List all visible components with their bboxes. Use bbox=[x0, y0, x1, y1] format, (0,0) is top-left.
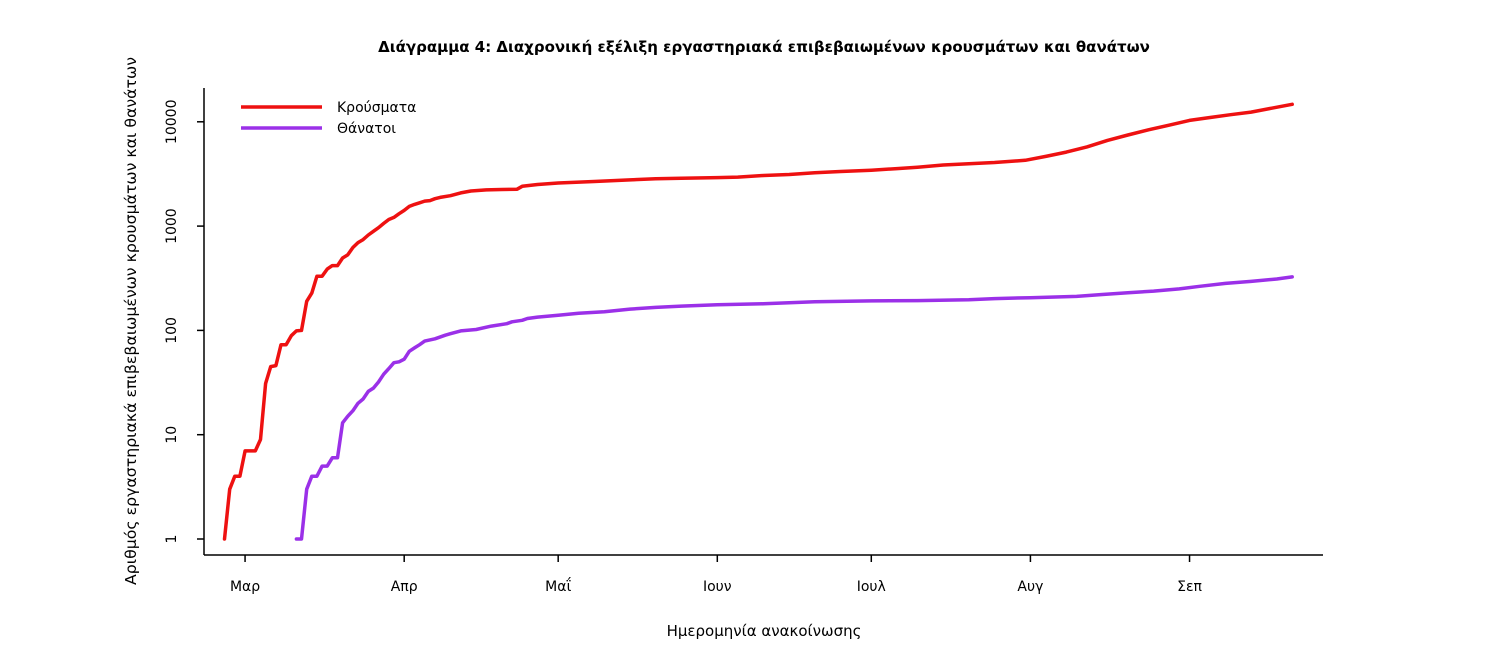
y-ticks: 1 10 100 1000 10000 bbox=[164, 100, 204, 544]
x-tick-label: Μαρ bbox=[230, 579, 260, 595]
x-tick-label: Απρ bbox=[391, 579, 418, 595]
x-axis-label: Ημερομηνία ανακοίνωσης bbox=[667, 622, 862, 640]
y-tick-label: 1000 bbox=[164, 208, 180, 244]
y-tick-label: 1 bbox=[164, 535, 180, 544]
legend-label: Θάνατοι bbox=[337, 121, 396, 137]
y-tick-label: 10 bbox=[164, 426, 180, 444]
y-tick-label: 10000 bbox=[164, 100, 180, 145]
x-tick-label: Ιουλ bbox=[857, 579, 886, 595]
series-line-cases bbox=[222, 102, 1294, 541]
x-ticks: Μαρ Απρ Μαΐ Ιουν Ιουλ Αυγ Σεπ bbox=[230, 555, 1203, 595]
y-tick-label: 100 bbox=[164, 317, 180, 344]
x-tick-label: Μαΐ bbox=[545, 577, 571, 595]
legend-label: Κρούσματα bbox=[337, 100, 416, 116]
x-tick-label: Ιουν bbox=[703, 579, 732, 595]
legend: Κρούσματα Θάνατοι bbox=[241, 100, 416, 137]
y-axis-label: Αριθμός εργαστηριακά επιβεβαιωμένων κρου… bbox=[122, 57, 140, 585]
chart-title: Διάγραμμα 4: Διαχρονική εξέλιξη εργαστηρ… bbox=[378, 38, 1150, 56]
x-tick-label: Σεπ bbox=[1177, 579, 1202, 595]
series-line-deaths bbox=[294, 275, 1294, 541]
series-lines bbox=[222, 102, 1294, 541]
x-tick-label: Αυγ bbox=[1017, 579, 1043, 595]
